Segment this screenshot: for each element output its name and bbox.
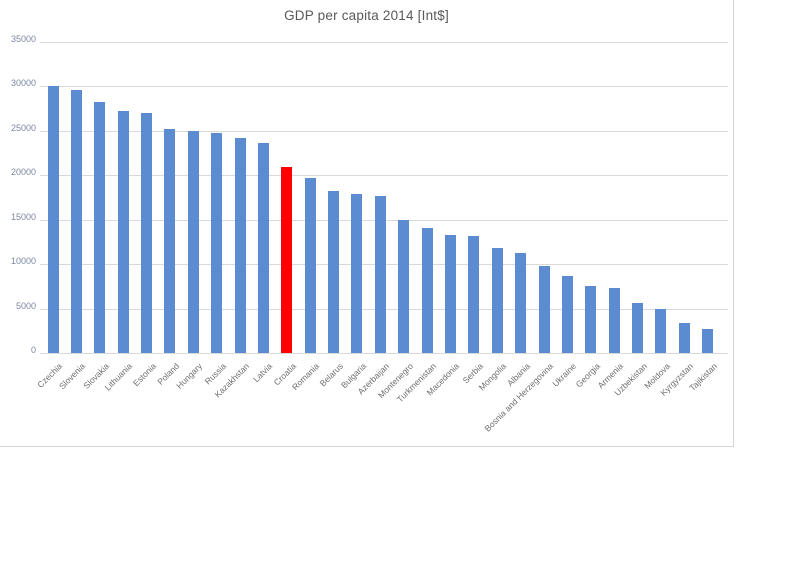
chart-title[interactable]: GDP per capita 2014 [Int$] xyxy=(284,8,449,23)
bar[interactable] xyxy=(632,303,643,353)
bar[interactable] xyxy=(585,285,597,353)
bar[interactable] xyxy=(538,265,550,353)
bar[interactable] xyxy=(702,329,714,353)
bar[interactable] xyxy=(655,308,667,353)
gridline xyxy=(40,131,728,132)
y-tick-label: 5000 xyxy=(15,301,36,311)
bar[interactable] xyxy=(398,219,410,353)
gridline xyxy=(40,175,728,176)
bar[interactable] xyxy=(94,102,106,353)
y-tick-label: 30000 xyxy=(10,78,36,88)
bar[interactable] xyxy=(678,322,690,353)
y-tick-label: 35000 xyxy=(10,34,36,44)
bar[interactable] xyxy=(421,227,433,353)
bar[interactable] xyxy=(491,248,503,353)
bar[interactable] xyxy=(164,129,176,353)
bar[interactable] xyxy=(187,130,199,353)
y-tick-label: 20000 xyxy=(10,167,36,177)
bar-highlighted[interactable] xyxy=(281,167,293,353)
gridline xyxy=(40,86,728,87)
bar[interactable] xyxy=(141,113,152,353)
bar[interactable] xyxy=(351,193,363,353)
gridline xyxy=(40,42,728,43)
bar[interactable] xyxy=(328,191,340,353)
bar[interactable] xyxy=(211,132,223,353)
bar[interactable] xyxy=(561,275,573,353)
bar[interactable] xyxy=(117,111,129,353)
y-tick-label: 10000 xyxy=(10,256,36,266)
chart-area-border xyxy=(0,0,734,447)
y-tick-label: 15000 xyxy=(10,212,36,222)
bar[interactable] xyxy=(444,234,456,353)
bar[interactable] xyxy=(304,178,316,353)
y-tick-label: 25000 xyxy=(10,123,36,133)
x-axis-line xyxy=(40,353,728,354)
bar[interactable] xyxy=(257,143,269,353)
bar[interactable] xyxy=(47,86,59,353)
bar[interactable] xyxy=(374,195,386,353)
bar[interactable] xyxy=(468,235,480,353)
bar[interactable] xyxy=(608,288,620,353)
bar[interactable] xyxy=(70,90,82,353)
bar[interactable] xyxy=(515,252,527,353)
y-tick-label: 0 xyxy=(30,345,36,355)
bar[interactable] xyxy=(234,138,246,353)
